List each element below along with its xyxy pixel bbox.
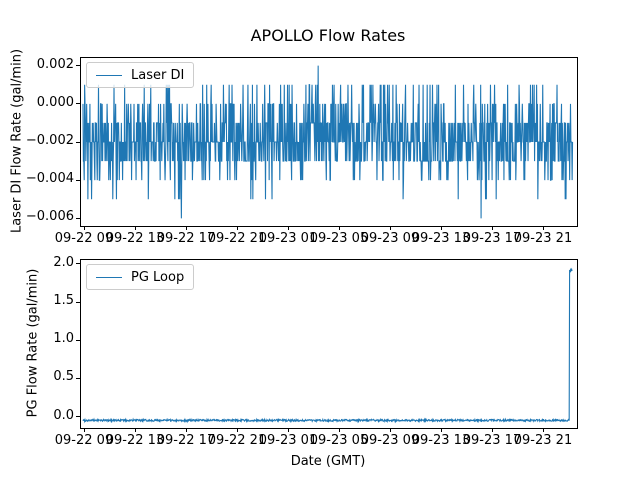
y-tick-label: 0.0 <box>53 407 74 423</box>
y-tick-mark <box>76 263 80 265</box>
y-tick-label: −0.002 <box>25 133 74 148</box>
x-axis-label: Date (GMT) <box>290 454 366 469</box>
x-tick-label: 09-23 17 <box>462 231 522 246</box>
x-tick-mark <box>236 428 238 432</box>
y-tick-mark <box>76 141 80 143</box>
x-tick-label: 09-23 13 <box>411 231 471 246</box>
x-tick-label: 09-22 21 <box>207 433 267 448</box>
x-tick-label: 09-22 17 <box>156 231 216 246</box>
x-tick-mark <box>287 428 289 432</box>
x-tick-label: 09-22 13 <box>105 433 165 448</box>
y-tick-mark <box>76 103 80 105</box>
laser-di-axes: Laser DI 0.002 0.000 −0.002 −0.004 −0.006 09-… <box>26 57 578 246</box>
x-tick-mark <box>389 428 391 432</box>
x-tick-label: 09-22 13 <box>105 231 165 246</box>
laser-di-plot-area <box>82 65 574 219</box>
y-tick-label: 0.000 <box>36 94 74 110</box>
pg-loop-legend: PG Loop <box>86 264 195 290</box>
y-tick-mark <box>76 65 80 67</box>
y-tick-label: 0.5 <box>53 369 74 385</box>
x-tick-mark <box>134 226 136 230</box>
pg-loop-axes: PG Loop 2.0 1.5 1.0 0.5 0.0 09-22 09 09-22 13 0… <box>53 255 578 448</box>
x-tick-mark <box>338 428 340 432</box>
x-tick-label: 09-22 09 <box>54 433 114 448</box>
x-tick-mark <box>83 226 85 230</box>
laser-di-series-line <box>82 65 574 219</box>
pg-loop-legend-label: PG Loop <box>131 269 185 285</box>
y-tick-mark <box>76 217 80 219</box>
x-tick-mark <box>236 226 238 230</box>
laser-di-legend-line-sample <box>96 74 122 76</box>
y-tick-label: 2.0 <box>53 254 74 270</box>
y-tick-label: 0.002 <box>36 56 74 72</box>
x-tick-mark <box>185 226 187 230</box>
x-tick-label: 09-22 09 <box>54 231 114 246</box>
laser-di-legend-label: Laser DI <box>131 67 185 83</box>
y-tick-mark <box>76 339 80 341</box>
figure-title: APOLLO Flow Rates <box>250 26 406 45</box>
x-tick-mark <box>440 428 442 432</box>
x-tick-label: 09-22 17 <box>156 433 216 448</box>
x-tick-mark <box>491 226 493 230</box>
x-tick-label: 09-23 21 <box>513 231 573 246</box>
pg-loop-series-line <box>82 267 573 424</box>
x-tick-label: 09-23 21 <box>513 433 573 448</box>
y-tick-label: 1.5 <box>53 293 74 308</box>
x-tick-label: 09-23 13 <box>411 433 471 448</box>
x-tick-mark <box>491 428 493 432</box>
x-tick-label: 09-23 01 <box>258 433 318 448</box>
x-tick-label: 09-22 21 <box>207 231 267 246</box>
laser-di-legend: Laser DI <box>86 62 195 88</box>
y-tick-mark <box>76 179 80 181</box>
y-tick-mark <box>76 301 80 303</box>
x-tick-mark <box>389 226 391 230</box>
x-tick-label: 09-23 05 <box>309 231 369 246</box>
x-tick-mark <box>287 226 289 230</box>
x-tick-mark <box>134 428 136 432</box>
x-tick-label: 09-23 09 <box>360 231 420 246</box>
x-tick-label: 09-23 01 <box>258 231 318 246</box>
y-tick-mark <box>76 377 80 379</box>
x-tick-mark <box>83 428 85 432</box>
x-tick-label: 09-23 17 <box>462 433 522 448</box>
y-tick-label: 1.0 <box>53 331 74 347</box>
y-tick-label: −0.006 <box>25 209 74 225</box>
x-tick-mark <box>185 428 187 432</box>
x-tick-label: 09-23 05 <box>309 433 369 448</box>
x-tick-mark <box>338 226 340 230</box>
y-tick-mark <box>76 416 80 418</box>
y-tick-label: −0.004 <box>25 171 74 187</box>
x-tick-mark <box>440 226 442 230</box>
pg-loop-legend-line-sample <box>96 276 122 278</box>
x-tick-label: 09-23 09 <box>360 433 420 448</box>
x-tick-mark <box>542 226 544 230</box>
pg-loop-plot-area <box>82 267 573 424</box>
x-tick-mark <box>542 428 544 432</box>
